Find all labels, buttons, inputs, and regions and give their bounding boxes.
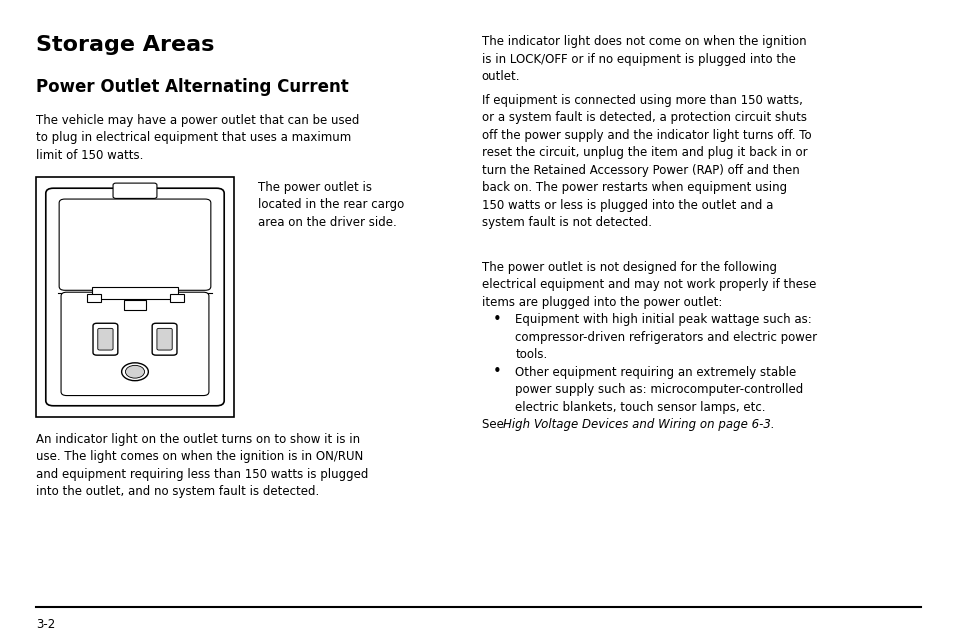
Text: 3-2: 3-2	[36, 618, 55, 630]
Bar	[87, 294, 100, 302]
Bar	[170, 294, 183, 302]
FancyBboxPatch shape	[156, 329, 172, 350]
Text: •: •	[493, 312, 501, 327]
Text: Other equipment requiring an extremely stable
power supply such as: microcompute: Other equipment requiring an extremely s…	[515, 366, 802, 413]
Circle shape	[126, 366, 145, 378]
Text: If equipment is connected using more than 150 watts,
or a system fault is detect: If equipment is connected using more tha…	[481, 94, 811, 229]
Text: See: See	[481, 418, 507, 431]
FancyBboxPatch shape	[46, 188, 224, 406]
Text: •: •	[493, 364, 501, 380]
FancyBboxPatch shape	[152, 323, 176, 355]
Text: The power outlet is
located in the rear cargo
area on the driver side.: The power outlet is located in the rear …	[257, 181, 403, 228]
Text: Storage Areas: Storage Areas	[36, 35, 214, 55]
FancyBboxPatch shape	[59, 199, 211, 290]
Text: The indicator light does not come on when the ignition
is in LOCK/OFF or if no e: The indicator light does not come on whe…	[481, 35, 805, 83]
Bar	[91, 287, 177, 299]
FancyBboxPatch shape	[61, 292, 209, 396]
Text: An indicator light on the outlet turns on to show it is in
use. The light comes : An indicator light on the outlet turns o…	[36, 433, 368, 498]
Bar	[123, 300, 146, 310]
Bar	[36, 177, 233, 417]
FancyBboxPatch shape	[92, 323, 117, 355]
Text: The power outlet is not designed for the following
electrical equipment and may : The power outlet is not designed for the…	[481, 261, 815, 309]
Text: Equipment with high initial peak wattage such as:
compressor-driven refrigerator: Equipment with high initial peak wattage…	[515, 313, 817, 361]
FancyBboxPatch shape	[97, 329, 112, 350]
Text: High Voltage Devices and Wiring on page 6-3.: High Voltage Devices and Wiring on page …	[502, 418, 774, 431]
Text: The vehicle may have a power outlet that can be used
to plug in electrical equip: The vehicle may have a power outlet that…	[36, 114, 359, 161]
Text: Power Outlet Alternating Current: Power Outlet Alternating Current	[36, 78, 349, 96]
Circle shape	[122, 363, 149, 381]
FancyBboxPatch shape	[112, 183, 156, 198]
